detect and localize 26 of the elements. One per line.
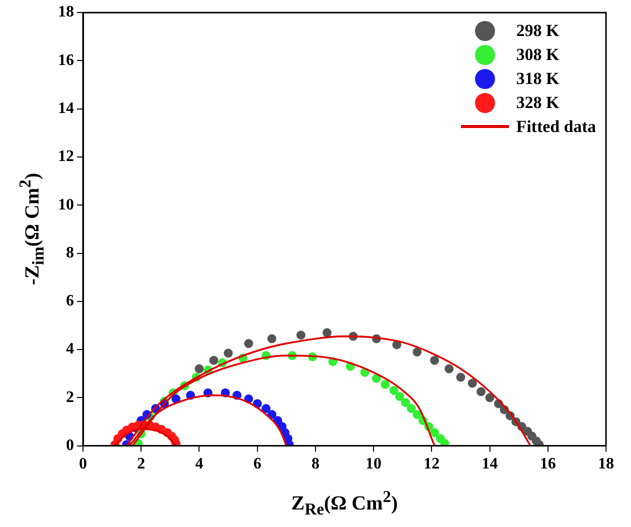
y-tick-label: 16 <box>58 52 74 69</box>
x-tick-label: 14 <box>482 456 498 473</box>
x-tick-label: 18 <box>598 456 614 473</box>
y-tick-label: 2 <box>66 388 74 406</box>
y-tick-label: 4 <box>66 340 74 358</box>
legend-label: 328 K <box>516 92 560 113</box>
legend-label: 318 K <box>516 68 560 89</box>
y-tick-label: 6 <box>66 292 74 310</box>
legend-label: 308 K <box>516 44 560 65</box>
legend-label: Fitted data <box>516 116 596 137</box>
x-tick-label: 6 <box>253 456 262 473</box>
y-tick-label: 8 <box>66 244 74 262</box>
y-tick-label: 0 <box>66 436 74 454</box>
x-tick-label: 2 <box>137 456 146 473</box>
x-tick-label: 4 <box>195 456 204 473</box>
y-tick-label: 14 <box>58 100 74 118</box>
legend-label: 298 K <box>516 20 560 41</box>
x-tick-label: 0 <box>79 456 87 473</box>
x-tick-label: 8 <box>311 456 320 473</box>
x-axis-title: Z$_{Re}$(Ω Cm$^{2}$) <box>290 487 399 520</box>
y-tick-label: 12 <box>58 148 74 166</box>
x-tick-label: 12 <box>424 456 440 473</box>
x-tick-label: 16 <box>540 456 556 473</box>
y-tick-label: 18 <box>58 4 74 21</box>
y-tick-label: 10 <box>58 196 74 214</box>
x-tick-label: 10 <box>366 456 382 473</box>
